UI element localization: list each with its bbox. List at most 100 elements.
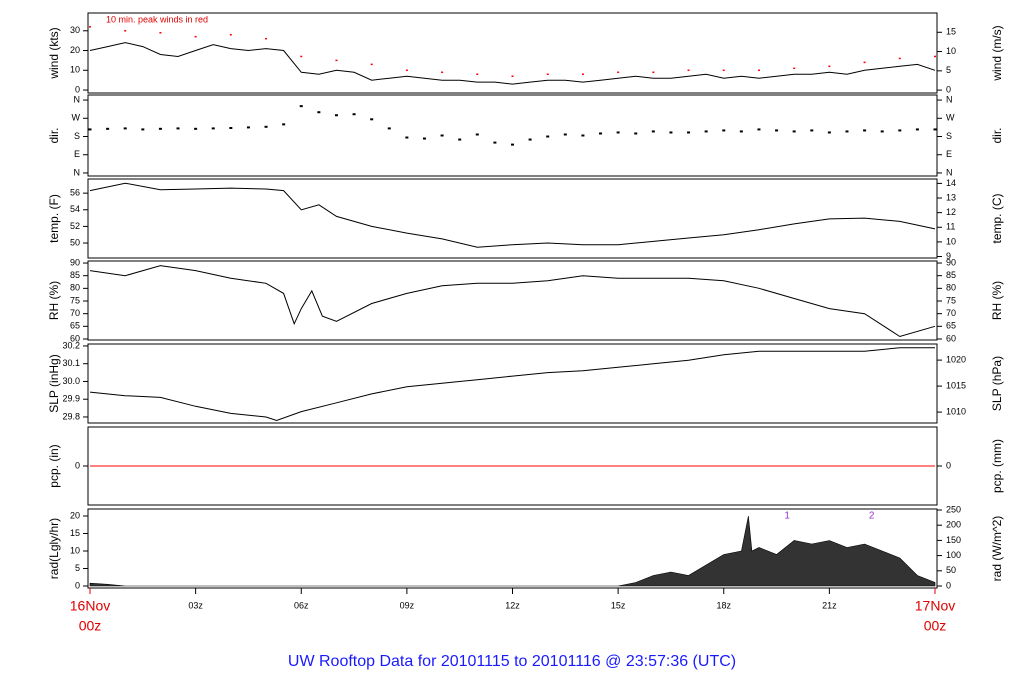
data-point [246,126,250,129]
y2-tick-label: 200 [946,520,961,530]
x-tick-label: 06z [294,600,309,610]
x-tick-label: 15z [611,600,626,610]
y-axis-label: SLP (inHg) [47,354,61,412]
data-point [476,73,479,75]
y2-tick-label: N [946,94,953,104]
data-point [845,130,849,133]
data-point [651,130,655,133]
data-point [722,129,726,132]
y2-axis-label: wind (m/s) [990,25,1004,81]
data-point [652,71,655,74]
data-point [775,129,779,132]
data-point [546,73,549,75]
y2-axis-label: rad (W/m^2) [990,516,1004,582]
data-point [229,127,233,130]
y2-tick-label: 80 [946,283,956,293]
y2-axis-label: SLP (hPa) [990,356,1004,411]
y2-tick-label: 13 [946,192,956,202]
y2-tick-label: 75 [946,295,956,305]
data-point [793,67,796,70]
y2-tick-label: 90 [946,257,956,267]
line [89,347,935,422]
y2-tick-label: 1010 [946,406,966,416]
data-point [387,127,391,130]
x-tick-label: 12z [505,600,520,610]
data-point [880,130,884,133]
y2-tick-label: 0 [946,460,951,470]
data-point [546,135,550,138]
y-tick-label: 5 [75,563,80,573]
x-tick-label: 18z [716,600,731,610]
data-point [264,125,268,128]
line [89,182,936,248]
y-tick-label: 80 [70,283,80,293]
data-point [493,141,497,144]
y-axis-label: wind (kts) [47,27,61,79]
y-tick-label: 30 [70,25,80,35]
y-tick-label: S [74,131,80,141]
annotation: 2 [869,511,875,522]
panel-frame [87,343,938,424]
y-axis-label: temp. (F) [47,194,61,243]
data-point [317,111,321,114]
data-point [123,127,127,130]
panel-frame [87,94,938,177]
data-point [934,55,936,58]
data-point [299,105,303,108]
data-point [441,71,444,74]
y2-tick-label: 1020 [946,354,966,364]
y-tick-label: 30.0 [62,376,80,386]
y-tick-label: N [74,167,81,177]
date-label: 16Nov [70,598,110,614]
y2-axis-label: dir. [990,127,1004,143]
y2-tick-label: 0 [946,580,951,590]
data-point [634,132,638,135]
y-tick-label: 65 [70,321,80,331]
data-point [88,128,92,131]
data-point [211,127,215,130]
y2-tick-label: 1015 [946,380,966,390]
data-point [581,73,584,75]
data-point [334,114,338,117]
y2-tick-label: E [946,149,952,159]
x-tick-label: 03z [188,600,203,610]
y2-tick-label: 65 [946,321,956,331]
data-point [352,113,356,116]
y2-tick-label: S [946,131,952,141]
y-axis-label: pcp. (in) [47,444,61,487]
data-point [194,35,197,38]
data-point [739,130,743,133]
y2-tick-label: W [946,113,955,123]
y-axis-label: rad(Lgly/hr) [47,518,61,579]
data-point [194,127,198,130]
data-point [915,128,919,131]
data-point [422,137,426,140]
data-point [158,127,162,130]
y2-tick-label: 150 [946,535,961,545]
date-label: 17Nov [915,598,955,614]
y-tick-label: 29.9 [62,394,80,404]
x-tick-label: 21z [822,600,837,610]
data-point [405,69,408,72]
y-tick-label: 0 [75,84,80,94]
y-axis-label: RH (%) [47,281,61,320]
data-point [89,26,91,28]
y-tick-label: 0 [75,580,80,590]
y2-tick-label: 85 [946,270,956,280]
y-tick-label: 15 [70,528,80,538]
y2-tick-label: 5 [946,65,951,75]
data-point [106,127,110,130]
data-point [933,128,937,131]
data-point [159,32,162,34]
data-point [810,129,814,132]
y2-axis-label: pcp. (mm) [990,439,1004,493]
y-tick-label: 60 [70,333,80,343]
data-point [757,128,761,131]
y2-tick-label: 250 [946,504,961,514]
data-point [335,59,338,62]
chart-title: UW Rooftop Data for 20101115 to 20101116… [288,653,736,670]
data-point [581,134,585,137]
y-tick-label: 70 [70,308,80,318]
y-tick-label: 29.8 [62,411,80,421]
